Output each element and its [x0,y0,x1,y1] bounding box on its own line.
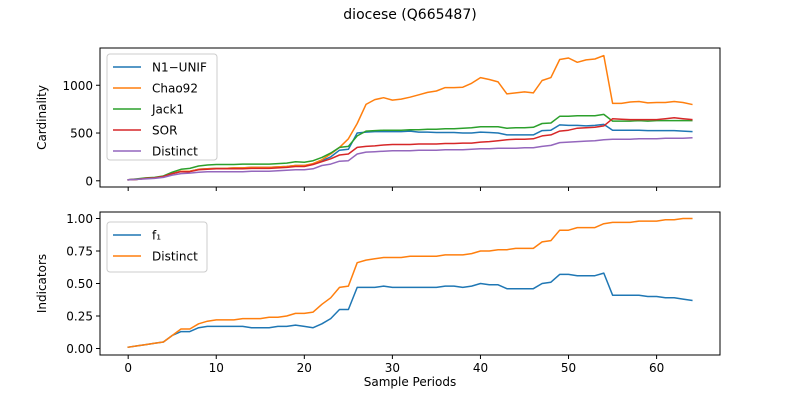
legend: N1−UNIF Chao92 Jack1 SOR Distinct [106,53,218,161]
series-line-jack1-cardinality [127,113,693,181]
axes-frame [99,47,721,188]
x-tick-label: 10 [209,361,224,375]
y-tick-label: 0.00 [66,342,93,356]
y-tick-label: 1.00 [66,212,93,226]
y-axis-label: Indicators [35,254,49,313]
y-axis-label: Cardinality [35,85,49,150]
series-line-sor-cardinality [127,116,693,181]
legend-label-chao92: Chao92 [152,82,198,96]
bottom-axes-indicators: 0 10 20 30 40 50 60 0.00 0.25 0.50 0.75 1.00 Indicat… [35,211,721,389]
x-tick-label: 0 [124,361,132,375]
legend-label-f: f₁ [152,229,161,243]
legend-box [106,53,218,161]
x-tick-label: 30 [385,361,400,375]
legend-label-n1-unif: N1−UNIF [152,61,207,75]
x-tick-label: 50 [561,361,576,375]
legend-label-distinct: Distinct [152,250,198,264]
y-tick-label: 0.25 [66,310,93,324]
x-axis-label: Sample Periods [364,375,456,389]
top-axes-cardinality: 0 500 1000 Cardinality N1−UNIF Chao92 Jack1 SOR… [35,47,721,191]
legend-label-distinct: Distinct [152,145,198,159]
legend-label-jack1: Jack1 [151,103,184,117]
figure-title: diocese (Q665487) [343,7,476,23]
legend: f₁ Distinct [106,221,208,273]
y-tick-label: 0 [85,174,93,188]
series-line-distinct-indicator [127,217,693,349]
x-tick-label: 60 [649,361,664,375]
series-line-distinct-cardinality [127,137,693,181]
x-tick-label: 20 [297,361,312,375]
y-tick-label: 0.75 [66,245,93,259]
y-tick-label: 1000 [62,79,93,93]
legend-label-sor: SOR [152,124,177,138]
x-tick-label: 40 [473,361,488,375]
y-tick-label: 0.50 [66,277,93,291]
y-tick-label: 500 [70,127,93,141]
series-line-f-indicator [127,272,693,349]
